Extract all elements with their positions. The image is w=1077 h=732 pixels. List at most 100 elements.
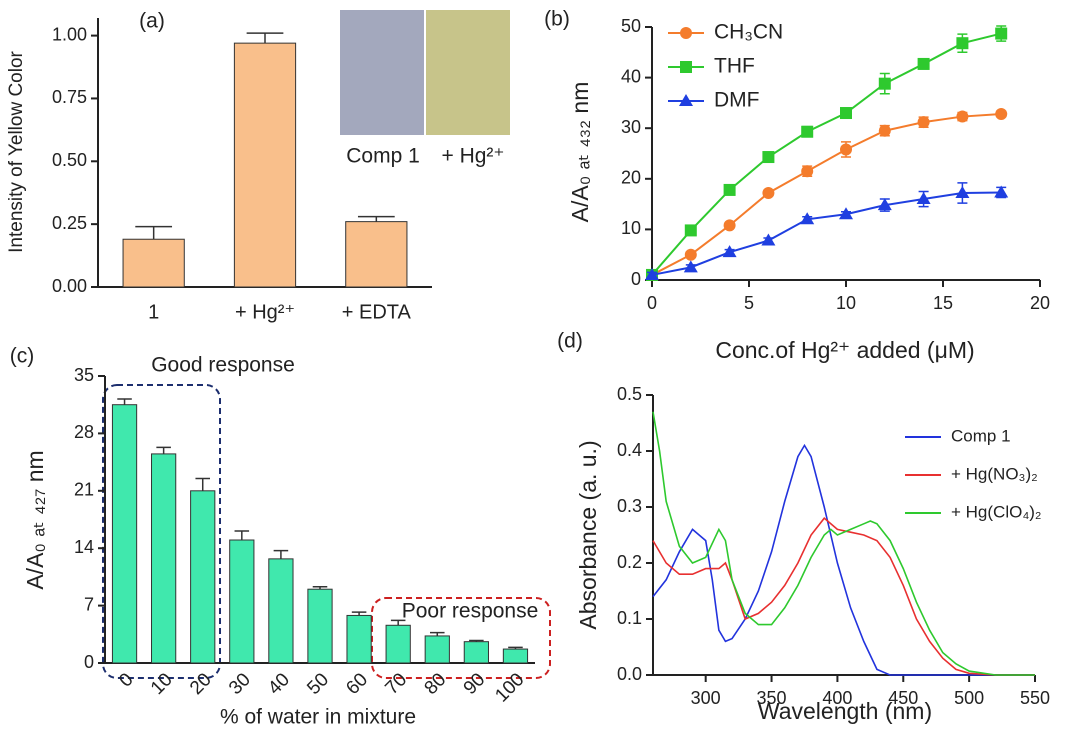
legend-label: THF <box>714 55 755 78</box>
point <box>956 37 969 50</box>
inset-image-comp1 <box>340 10 424 135</box>
fit-line <box>651 113 1002 276</box>
bar <box>111 404 138 664</box>
panel-label: (b) <box>544 8 570 31</box>
y-tick-label: 40 <box>621 66 641 86</box>
y-tick-label: 14 <box>74 537 94 557</box>
point <box>683 260 698 273</box>
x-tick-label: 50 <box>303 669 333 699</box>
x-tick-label: 90 <box>460 669 490 699</box>
point <box>878 124 891 137</box>
legend-label: CH₃CN <box>714 21 783 44</box>
x-tick-label: 450 <box>888 688 918 708</box>
y-tick-label: 0.50 <box>52 150 87 170</box>
panel-label: (a) <box>139 10 165 33</box>
x-tick-label: 350 <box>757 688 787 708</box>
x-tick-label: 30 <box>225 669 255 699</box>
panel-label: (c) <box>10 345 35 368</box>
y-tick-label: 50 <box>621 16 641 36</box>
bar <box>346 614 372 664</box>
x-tick-label: 550 <box>1020 688 1050 708</box>
y-tick-label: 21 <box>74 480 94 500</box>
x-tick-label: 15 <box>933 293 953 313</box>
legend-label: + Hg(NO₃)₂ <box>951 464 1038 483</box>
x-tick-label: 60 <box>342 669 372 699</box>
legend-marker <box>680 61 692 73</box>
point <box>917 116 930 129</box>
error-bar <box>357 215 395 222</box>
y-axis-label: A/A₀ ₐₜ ₄₃₂ nm <box>567 82 593 223</box>
spectrum-line <box>652 443 1035 676</box>
y-tick-label: 0.3 <box>617 496 642 516</box>
point <box>762 151 775 164</box>
point <box>762 186 775 199</box>
x-tick-label: 500 <box>954 688 984 708</box>
y-axis-label: A/A₀ ₐₜ ₄₂₇ nm <box>22 450 48 589</box>
bar <box>463 641 489 664</box>
x-tick-label: 20 <box>186 669 216 699</box>
point <box>645 267 659 280</box>
error-bar <box>234 530 250 540</box>
x-tick-label: 300 <box>691 688 721 708</box>
x-tick-label: 400 <box>822 688 852 708</box>
x-tick-label: 5 <box>744 293 754 313</box>
y-axis-label: Intensity of Yellow Color <box>6 50 27 252</box>
bar <box>268 558 294 664</box>
y-axis-label: Absorbance (a. u.) <box>575 440 601 629</box>
highlight-box <box>371 597 551 679</box>
panel-label: (d) <box>557 330 583 353</box>
annotation: Good response <box>151 354 295 377</box>
x-axis-label: % of water in mixture <box>220 706 416 729</box>
error-bar <box>430 631 445 636</box>
point <box>840 143 852 156</box>
point <box>916 192 931 205</box>
x-tick-label: 10 <box>836 293 856 313</box>
legend-marker <box>680 27 692 39</box>
inset-image-hg <box>426 10 510 135</box>
point <box>956 110 969 123</box>
y-tick-label: 20 <box>621 168 641 188</box>
error-bar <box>351 611 367 616</box>
bar <box>229 539 255 664</box>
y-tick-label: 0.75 <box>52 87 87 107</box>
y-tick-label: 30 <box>621 117 641 137</box>
point <box>917 57 930 70</box>
y-tick-label: 10 <box>621 218 641 238</box>
spectrum-line <box>652 411 1035 676</box>
y-tick-label: 0.5 <box>617 384 642 404</box>
point <box>801 165 814 178</box>
bar <box>190 490 216 664</box>
x-tick-label: 1 <box>148 301 159 323</box>
point <box>723 183 736 196</box>
y-tick-label: 0.1 <box>617 608 642 628</box>
error-bar <box>312 585 328 590</box>
x-tick-label: 10 <box>147 669 177 699</box>
point <box>761 233 776 246</box>
point <box>722 245 737 258</box>
point <box>801 125 814 138</box>
fit-line <box>651 32 1002 276</box>
point <box>878 77 891 90</box>
legend-label: DMF <box>714 89 760 112</box>
x-tick-label: 80 <box>421 669 451 699</box>
x-tick-label: 100 <box>491 669 528 706</box>
point <box>684 248 697 261</box>
y-tick-label: 0.4 <box>617 440 642 460</box>
inset-caption: Comp 1 <box>346 145 420 168</box>
point <box>839 207 853 220</box>
y-tick-label: 28 <box>74 422 94 442</box>
error-bar <box>156 446 171 454</box>
point <box>723 219 736 232</box>
x-tick-label: 40 <box>264 669 294 699</box>
annotation: Poor response <box>402 600 539 623</box>
bar <box>307 588 333 664</box>
x-tick-label: 0 <box>115 669 137 691</box>
error-bar <box>135 225 173 240</box>
bar <box>233 42 297 288</box>
y-tick-label: 0.0 <box>617 664 642 684</box>
y-tick-label: 0.00 <box>52 276 87 296</box>
point <box>995 108 1008 121</box>
bar <box>151 453 177 664</box>
highlight-box <box>102 384 221 679</box>
inset-caption: + Hg²⁺ <box>441 145 504 168</box>
